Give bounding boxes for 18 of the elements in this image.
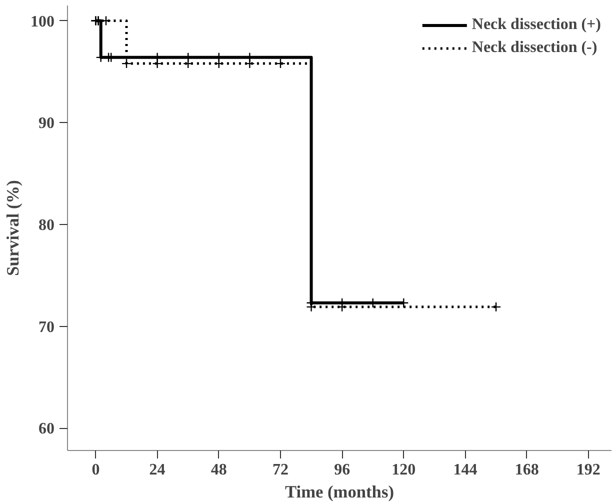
x-tick-label: 0 xyxy=(92,462,100,478)
y-axis-title: Survival (%) xyxy=(4,180,22,276)
x-tick-label: 168 xyxy=(514,462,539,478)
x-tick-label: 24 xyxy=(149,462,166,478)
x-tick-label: 48 xyxy=(210,462,227,478)
y-tick-label: 70 xyxy=(38,318,54,336)
y-tick-label: 60 xyxy=(38,420,54,438)
x-tick-label: 96 xyxy=(334,462,350,478)
y-tick-label: 100 xyxy=(30,13,54,30)
legend-label: Neck dissection (+) xyxy=(472,16,601,34)
x-tick-label: 192 xyxy=(576,462,600,478)
y-tick-label: 90 xyxy=(38,115,54,132)
y-tick-label: 80 xyxy=(38,216,54,234)
legend-label: Neck dissection (-) xyxy=(472,39,598,57)
x-axis-title: Time (months) xyxy=(285,482,394,502)
x-tick-label: 120 xyxy=(392,462,416,478)
x-tick-label: 72 xyxy=(272,462,288,478)
x-tick-label: 144 xyxy=(453,462,478,478)
